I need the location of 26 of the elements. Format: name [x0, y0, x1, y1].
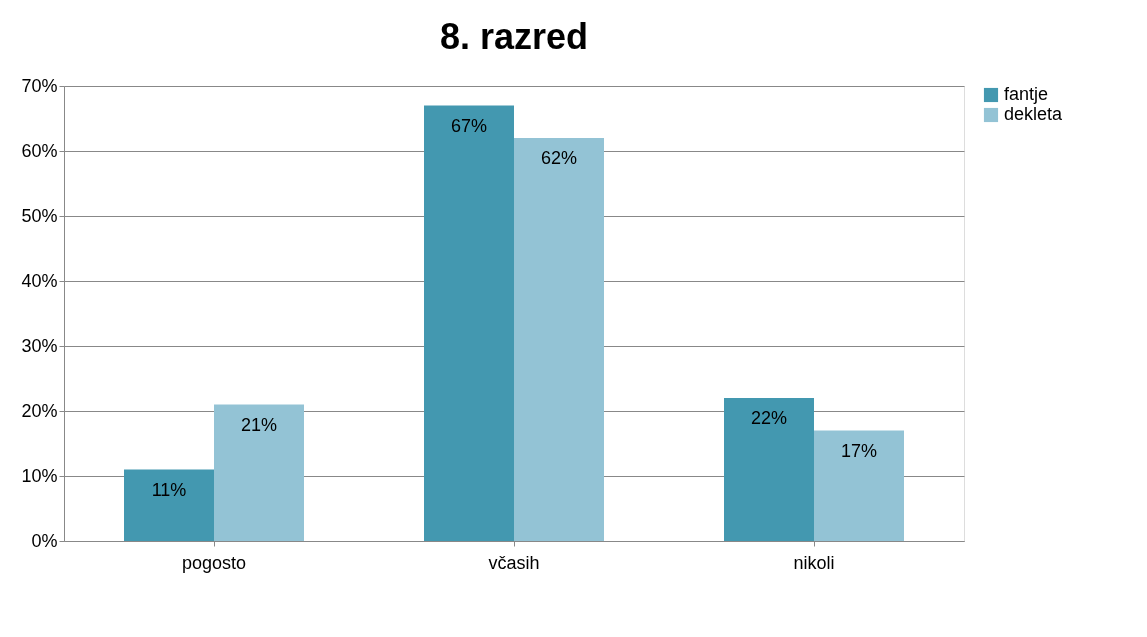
y-tick-label: 20% — [21, 400, 58, 421]
y-tick-label: 60% — [21, 140, 58, 161]
y-tick-label: 10% — [21, 465, 58, 486]
bar — [514, 138, 604, 541]
bar — [214, 404, 304, 541]
chart-title: 8. razred — [439, 16, 589, 57]
y-tick-label: 0% — [31, 530, 58, 551]
bar — [814, 430, 904, 541]
legend-label: fantje — [1004, 84, 1049, 104]
bar — [124, 469, 214, 541]
data-label: 21% — [240, 414, 278, 435]
y-tick-label: 40% — [21, 270, 58, 291]
legend-label: dekleta — [1004, 104, 1064, 124]
y-tick-label: 30% — [21, 335, 58, 356]
data-label: 17% — [840, 440, 878, 461]
bar — [724, 398, 814, 541]
data-label: 11% — [151, 479, 187, 500]
data-label: 67% — [450, 115, 488, 136]
bar — [424, 105, 514, 541]
y-tick-label: 70% — [21, 75, 58, 96]
x-tick-label: nikoli — [793, 552, 835, 573]
x-tick-label: včasih — [488, 552, 540, 573]
data-label: 22% — [750, 408, 788, 428]
x-tick-label: pogosto — [181, 552, 247, 573]
data-label: 62% — [540, 148, 578, 168]
y-tick-label: 50% — [21, 205, 58, 226]
